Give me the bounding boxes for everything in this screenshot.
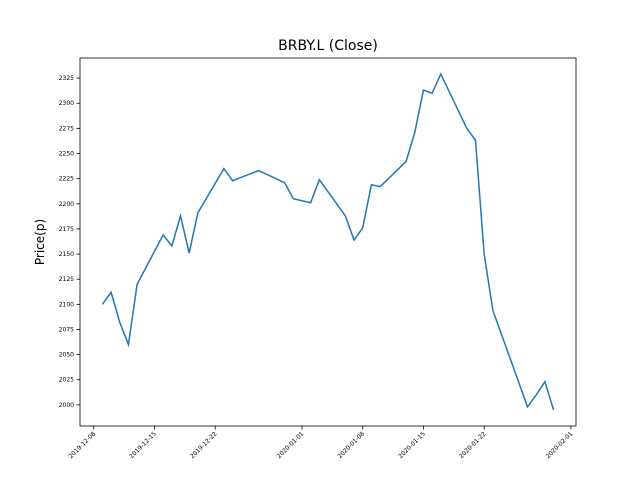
y-tick-label: 2150: [59, 251, 74, 258]
y-tick-label: 2225: [59, 176, 74, 183]
x-tick-label: 2019-12-15: [128, 430, 158, 460]
x-tick-label: 2020-01-08: [337, 430, 367, 460]
y-tick-label: 2050: [59, 352, 74, 359]
y-tick-label: 2200: [59, 201, 74, 208]
y-tick-label: 2000: [59, 402, 74, 409]
y-tick-label: 2025: [59, 377, 74, 384]
y-tick-label: 2325: [59, 75, 74, 82]
y-tick-label: 2275: [59, 125, 74, 132]
y-tick-label: 2075: [59, 326, 74, 333]
x-tick-label: 2020-01-22: [458, 430, 488, 460]
chart-title: BRBY.L (Close): [278, 38, 378, 54]
y-tick-label: 2175: [59, 226, 74, 233]
y-tick-label: 2300: [59, 100, 74, 107]
price-line: [101, 72, 555, 411]
x-tick-label: 2020-01-15: [397, 430, 427, 460]
y-axis-label: Price(p): [33, 219, 47, 265]
x-tick-label: 2020-02-01: [545, 430, 575, 460]
y-tick-label: 2100: [59, 301, 74, 308]
x-tick-label: 2020-01-01: [276, 430, 306, 460]
x-tick-label: 2019-12-08: [68, 430, 98, 460]
x-tick-label: 2019-12-22: [189, 430, 219, 460]
y-tick-label: 2125: [59, 276, 74, 283]
plot-frame: [79, 57, 577, 427]
y-tick-label: 2250: [59, 151, 74, 158]
